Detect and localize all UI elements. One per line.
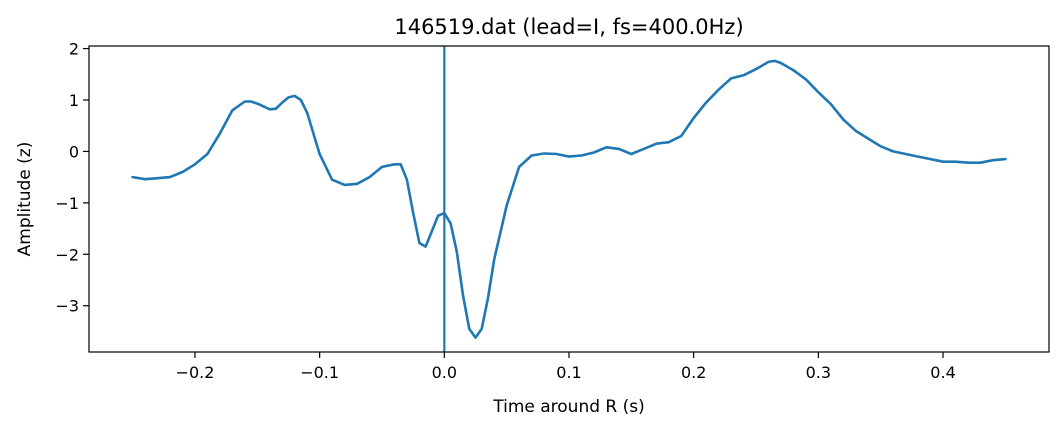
- x-tick-label: 0.2: [681, 363, 706, 382]
- x-tick-label: 0.0: [432, 363, 457, 382]
- y-tick-label: 1: [69, 91, 79, 110]
- x-tick-label: −0.1: [300, 363, 339, 382]
- x-tick-label: −0.2: [176, 363, 215, 382]
- y-tick-label: −2: [55, 245, 79, 264]
- x-tick-label: 0.3: [806, 363, 831, 382]
- chart-title: 146519.dat (lead=I, fs=400.0Hz): [394, 15, 743, 39]
- x-tick-label: 0.4: [930, 363, 955, 382]
- y-tick-label: 0: [69, 142, 79, 161]
- y-tick-label: −3: [55, 297, 79, 316]
- x-tick-label: 0.1: [556, 363, 581, 382]
- x-axis-label: Time around R (s): [492, 397, 645, 417]
- y-tick-label: −1: [55, 194, 79, 213]
- series-line-0: [131, 59, 1007, 339]
- y-axis-label: Amplitude (z): [15, 142, 35, 257]
- y-tick-label: 2: [69, 40, 79, 59]
